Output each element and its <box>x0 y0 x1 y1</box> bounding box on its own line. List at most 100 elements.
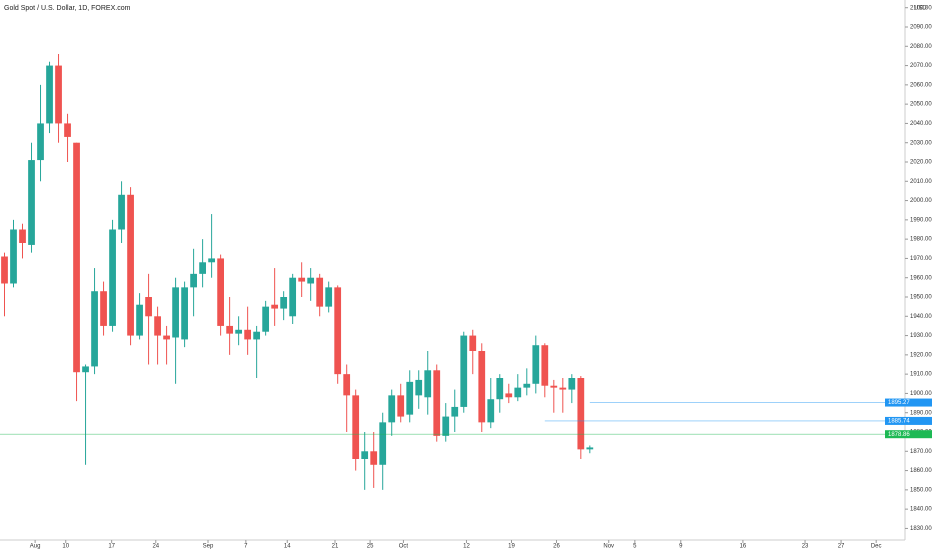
candle-body <box>514 387 522 398</box>
x-tick-label: 23 <box>802 544 809 550</box>
y-tick-label: 1850.00 <box>910 487 932 493</box>
candle-body <box>217 258 224 326</box>
candle-body <box>550 385 558 388</box>
y-tick-label: 2060.00 <box>910 82 932 88</box>
y-tick-label: 1830.00 <box>910 526 932 532</box>
x-tick-label: 12 <box>463 544 470 550</box>
candle-body <box>1 256 8 284</box>
candle-body <box>73 142 80 373</box>
x-tick-label: 26 <box>553 544 560 550</box>
candle-body <box>379 422 387 465</box>
y-tick-label: 2020.00 <box>910 160 932 166</box>
candle-body <box>289 277 297 317</box>
candle-body <box>325 287 333 307</box>
candle-body <box>10 229 17 284</box>
y-tick-label: 1910.00 <box>910 372 932 378</box>
x-tick-label: 25 <box>367 544 374 550</box>
candle-body <box>145 297 152 317</box>
candle-body <box>136 304 143 336</box>
candle-body <box>181 287 188 340</box>
y-tick-label: 2000.00 <box>910 198 932 204</box>
candle-body <box>226 325 234 334</box>
y-tick-label: 1950.00 <box>910 295 932 301</box>
candle-body <box>82 366 89 373</box>
candle-body <box>235 329 243 334</box>
y-tick-label: 1980.00 <box>910 237 932 243</box>
candle-body <box>109 229 116 326</box>
candle-body <box>334 287 342 375</box>
candle-body <box>532 345 540 384</box>
candle-body <box>316 277 324 307</box>
candle-body <box>307 277 315 284</box>
x-tick-label: Sep <box>203 544 214 550</box>
x-tick-label: 10 <box>62 544 69 550</box>
candle-body <box>127 194 134 336</box>
x-tick-label: 24 <box>152 544 159 550</box>
price-label: 1878.86 <box>888 432 910 438</box>
candle-body <box>37 123 44 161</box>
candle-body <box>244 329 252 340</box>
y-tick-label: 2050.00 <box>910 102 932 108</box>
candle-body <box>172 287 179 338</box>
candle-body <box>397 395 405 417</box>
candle-body <box>442 416 450 436</box>
x-tick-label: 21 <box>332 544 339 550</box>
candle-body <box>568 378 576 390</box>
y-tick-label: 2080.00 <box>910 44 932 50</box>
y-tick-label: 1990.00 <box>910 217 932 223</box>
candle-body <box>505 393 513 398</box>
x-tick-label: 14 <box>284 544 291 550</box>
price-label: 1885.74 <box>888 419 910 425</box>
y-tick-label: 1960.00 <box>910 275 932 281</box>
candle-body <box>100 291 107 326</box>
candle-body <box>208 258 215 263</box>
candle-body <box>559 387 567 390</box>
candle-body <box>523 383 531 388</box>
y-tick-label: 1900.00 <box>910 391 932 397</box>
candle-body <box>469 335 477 351</box>
y-tick-label: 1970.00 <box>910 256 932 262</box>
x-tick-label: 9 <box>679 544 683 550</box>
x-tick-label: 27 <box>838 544 845 550</box>
y-tick-label: 1920.00 <box>910 352 932 358</box>
y-tick-label: 1840.00 <box>910 507 932 513</box>
y-axis-label: USD <box>914 6 927 12</box>
y-tick-label: 2040.00 <box>910 121 932 127</box>
candle-body <box>118 194 125 230</box>
y-tick-label: 1930.00 <box>910 333 932 339</box>
candle-body <box>46 65 53 124</box>
candle-body <box>460 335 468 407</box>
candle-body <box>154 316 161 336</box>
candle-body <box>361 451 369 459</box>
candle-body <box>91 291 98 367</box>
candle-body <box>64 123 71 137</box>
x-tick-label: 19 <box>508 544 515 550</box>
candle-body <box>19 229 26 243</box>
x-tick-label: Oct <box>399 544 409 550</box>
candle-body <box>55 65 62 124</box>
y-tick-label: 2090.00 <box>910 25 932 31</box>
x-tick-label: Dec <box>871 544 882 550</box>
candle-body <box>478 351 486 423</box>
candle-body <box>415 379 423 396</box>
x-tick-label: 17 <box>108 544 115 550</box>
x-tick-label: Nov <box>603 544 614 550</box>
candle-body <box>298 277 306 282</box>
y-tick-label: 1940.00 <box>910 314 932 320</box>
x-tick-label: 16 <box>740 544 747 550</box>
candle-body <box>190 273 197 288</box>
candle-body <box>541 345 549 386</box>
y-tick-label: 2100.00 <box>910 5 932 11</box>
price-label-box <box>885 416 932 425</box>
candle-body <box>496 378 504 400</box>
candle-body <box>577 378 585 450</box>
x-tick-label: 7 <box>244 544 248 550</box>
candle-body <box>406 381 414 415</box>
price-label-box <box>885 398 932 407</box>
candle-body <box>388 395 396 423</box>
price-label-box <box>885 430 932 439</box>
candle-body <box>280 297 288 309</box>
candle-body <box>343 374 351 396</box>
candle-body <box>163 335 170 340</box>
